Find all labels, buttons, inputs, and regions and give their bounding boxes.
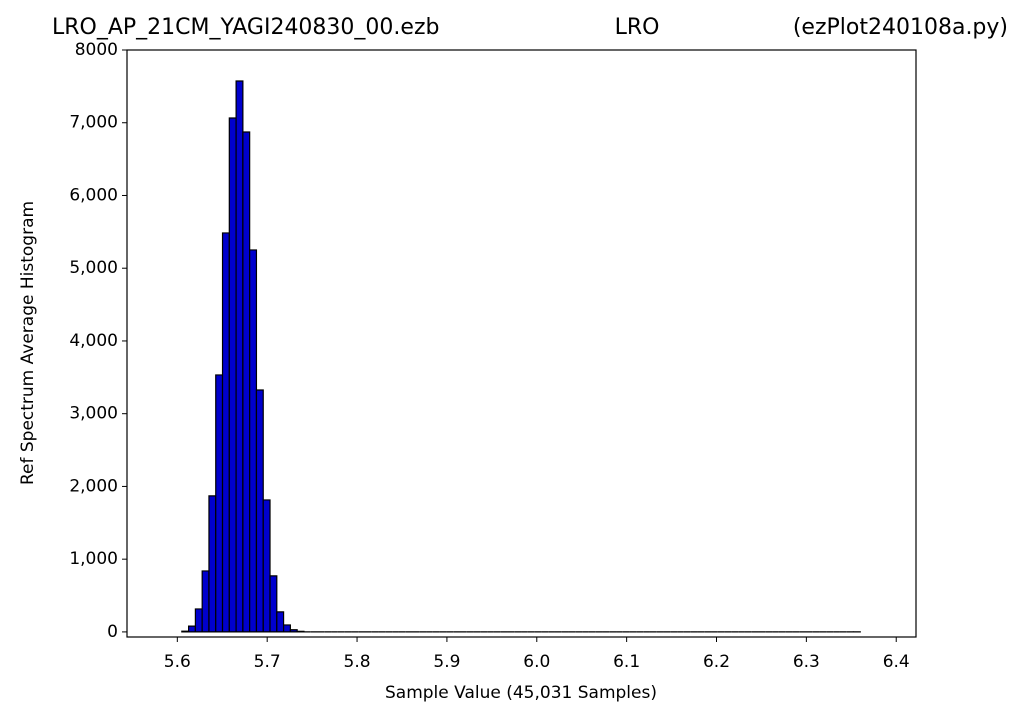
plot-frame — [126, 49, 917, 638]
y-axis-label: Ref Spectrum Average Histogram — [18, 201, 38, 485]
x-tick-label: 6.2 — [703, 652, 730, 672]
y-tick-label: 2,000 — [69, 476, 118, 496]
y-tick-label: 7,000 — [69, 113, 118, 133]
histogram-bar — [269, 575, 278, 633]
histogram-bar — [215, 374, 224, 633]
x-tick-label: 6.3 — [793, 652, 820, 672]
histogram-bar — [208, 495, 217, 633]
y-tick-label: 1,000 — [69, 549, 118, 569]
histogram-bar — [235, 80, 244, 633]
x-tick-label: 5.9 — [433, 652, 460, 672]
y-tick-label: 6,000 — [69, 185, 118, 205]
histogram-bar — [296, 630, 305, 633]
x-tick-label: 6.1 — [613, 652, 640, 672]
x-axis-label: Sample Value (45,031 Samples) — [385, 683, 657, 703]
histogram-bar — [276, 611, 285, 633]
chart-title-script: (ezPlot240108a.py) — [793, 15, 1008, 40]
histogram-bar — [255, 389, 264, 633]
histogram-bar — [262, 499, 271, 633]
histogram-bar — [242, 131, 251, 633]
histogram-bar — [181, 630, 190, 633]
y-tick-label: 0 — [107, 622, 118, 642]
histogram-bar — [282, 624, 291, 633]
y-tick-label: 5,000 — [69, 258, 118, 278]
x-tick-label: 5.6 — [164, 652, 191, 672]
chart-title-file: LRO_AP_21CM_YAGI240830_00.ezb — [52, 15, 439, 40]
x-tick-label: 6.0 — [523, 652, 550, 672]
histogram-bar — [228, 117, 237, 633]
y-tick-label: 3,000 — [69, 404, 118, 424]
x-tick-label: 5.8 — [344, 652, 371, 672]
histogram-bar — [188, 625, 196, 633]
histogram-bar — [194, 608, 203, 633]
histogram-bar — [221, 232, 230, 633]
y-tick-label: 4,000 — [69, 331, 118, 351]
x-tick-label: 5.7 — [254, 652, 281, 672]
y-tick-label: 8000 — [75, 40, 118, 60]
histogram-bar — [289, 629, 298, 633]
histogram-bar — [249, 249, 258, 633]
chart-title-site: LRO — [615, 15, 660, 40]
histogram-bar — [201, 570, 210, 633]
x-tick-label: 6.4 — [883, 652, 910, 672]
